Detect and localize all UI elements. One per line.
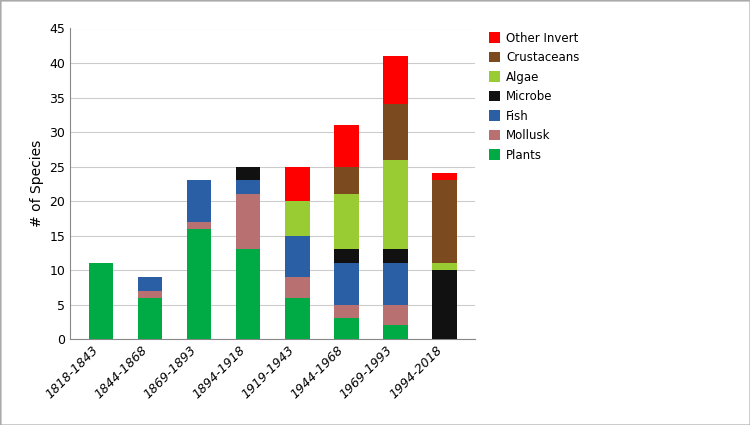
Bar [383, 304, 408, 325]
Bar [88, 263, 113, 339]
Bar [383, 325, 408, 339]
Bar [383, 263, 408, 304]
Bar [432, 270, 457, 339]
Bar [432, 173, 457, 180]
Bar [236, 249, 260, 339]
Bar [236, 194, 260, 249]
Bar [187, 222, 211, 229]
Bar [138, 298, 162, 339]
Bar [187, 229, 211, 339]
Bar [285, 201, 310, 235]
Bar [236, 167, 260, 180]
Bar [383, 249, 408, 263]
Bar [334, 194, 358, 249]
Bar [383, 105, 408, 160]
Bar [383, 160, 408, 249]
Bar [432, 263, 457, 270]
Bar [334, 304, 358, 318]
Bar [285, 277, 310, 298]
Bar [285, 298, 310, 339]
Bar [138, 291, 162, 298]
Y-axis label: # of Species: # of Species [30, 140, 44, 227]
Bar [285, 235, 310, 277]
Bar [334, 318, 358, 339]
Bar [236, 180, 260, 194]
Bar [334, 167, 358, 194]
Bar [138, 277, 162, 291]
Bar [187, 180, 211, 222]
Bar [383, 56, 408, 105]
Bar [334, 249, 358, 263]
Bar [432, 180, 457, 263]
Bar [334, 263, 358, 304]
Bar [285, 167, 310, 201]
Legend: Other Invert, Crustaceans, Algae, Microbe, Fish, Mollusk, Plants: Other Invert, Crustaceans, Algae, Microb… [485, 28, 584, 165]
Bar [334, 125, 358, 167]
